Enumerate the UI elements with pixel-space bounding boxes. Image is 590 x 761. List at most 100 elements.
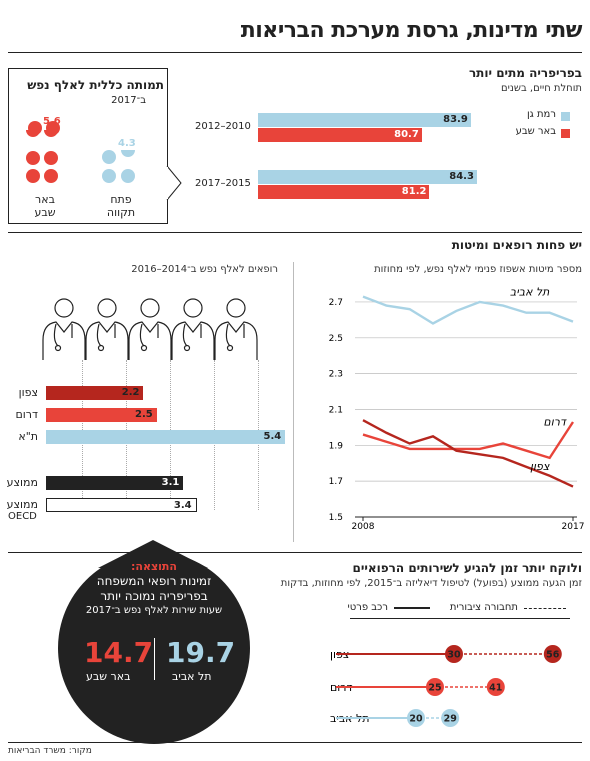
beds-chart-label: מספר מיטות אשפוז פנימי לאלף נפש, לפי מחו…	[374, 264, 582, 275]
transit-time-marker	[486, 678, 505, 696]
doctor-head	[54, 298, 74, 318]
section2-title: יש פחות רופאים ומיטות	[451, 238, 582, 252]
life-expectancy-value: 83.9	[443, 114, 468, 125]
doctors-value: 2.5	[135, 409, 153, 420]
transit-time-marker	[441, 709, 460, 727]
doctor-icon	[214, 298, 258, 360]
x-tick-label: 2017	[562, 522, 585, 532]
mortality-dot	[26, 151, 40, 165]
transit-time-marker	[543, 645, 562, 663]
life-expectancy-chart: 2012–2010 83.9 80.7 2017–2015 84.3 81.2	[0, 0, 590, 220]
bottom-divider	[8, 742, 582, 743]
doctor-body	[42, 321, 86, 360]
doctors-row-label-2: OECD	[8, 511, 37, 522]
doctors-row-label: ת"א	[18, 430, 38, 443]
stethoscope-head	[226, 344, 234, 352]
beer-sheva-label-line1: באר	[35, 193, 55, 206]
stethoscope	[139, 323, 159, 347]
petah-tikva-mortality-dots	[102, 150, 142, 190]
doctor-icon	[85, 298, 129, 360]
section3-title: ולוקח יותר זמן להגיע לשירותים הרפואיים	[352, 561, 583, 575]
stethoscope-head	[97, 344, 105, 352]
doctor-body	[214, 321, 258, 360]
life-expectancy-value: 84.3	[449, 171, 474, 182]
y-tick-label: 2.5	[329, 334, 343, 344]
transit-time-value: 41	[489, 683, 502, 694]
mortality-dot	[26, 169, 40, 183]
beer-sheva-label: באר שבע	[20, 193, 70, 219]
doctor-body	[128, 321, 172, 360]
section1-title: בפריפריה מתים יותר	[468, 66, 582, 80]
doctors-bar: 2.2	[46, 386, 144, 400]
section1-divider	[8, 232, 582, 233]
doctor-head	[97, 298, 117, 318]
mortality-box	[8, 68, 168, 224]
x-tick-label: 2008	[352, 522, 375, 532]
result-line1: זמינות רופאי המשפחה	[96, 574, 212, 588]
doctors-row-label: דרום	[15, 408, 38, 421]
mortality-box-subtitle: ב־2017	[111, 95, 146, 106]
doctors-bar: 3.1	[46, 476, 184, 490]
legend-transit-line	[524, 608, 566, 609]
transit-time-value: 56	[546, 650, 560, 661]
car-time-marker	[445, 645, 463, 663]
doctors-bar: 3.4	[46, 498, 197, 512]
legend-car-line	[394, 607, 430, 609]
section1-subtitle: תוחלת חיים, בשנים	[500, 83, 582, 94]
legend-label-beer-sheva: באר שבע	[515, 126, 556, 137]
car-time-value: 30	[447, 650, 461, 661]
mortality-dot	[44, 169, 58, 183]
section3-subtitle: זמן הגעה ממוצע (בפועל) לטיפול דיאליזה ב־…	[280, 578, 582, 589]
doctor-head	[140, 298, 160, 318]
petah-tikva-label-line1: פתח	[110, 193, 132, 206]
y-tick-label: 2.1	[329, 405, 343, 415]
doctors-value: 5.4	[263, 431, 282, 442]
doctor-body	[171, 321, 215, 360]
result-line3: שעות שירות לאלף נפש ב־2017	[85, 605, 223, 616]
doctor-icon	[128, 298, 172, 360]
result-line2: בפריפריה נמוכה יותר	[100, 589, 208, 603]
legend-transit-label: תחבורה ציבורית	[449, 602, 518, 613]
section2-vertical-divider	[293, 262, 294, 542]
legend-swatch-ramat-gan	[561, 112, 570, 121]
period-label: 2017–2015	[195, 178, 251, 189]
mortality-dot	[121, 169, 135, 183]
doctor-icon	[42, 298, 86, 360]
page-title: שתי מדינות, גרסת מערכת הבריאות	[240, 18, 583, 43]
doctors-row-label: ממוצע	[6, 498, 38, 511]
mortality-dot	[46, 121, 60, 135]
stethoscope	[53, 323, 73, 347]
period-label: 2012–2010	[195, 121, 251, 132]
doctors-illustration	[42, 298, 258, 360]
doctors-bar: 2.5	[46, 408, 157, 422]
result-label-beer-sheva: באר שבע	[86, 670, 131, 683]
life-expectancy-bar: 84.3	[258, 170, 477, 184]
y-tick-label: 2.7	[329, 298, 343, 308]
mortality-dot	[102, 150, 116, 164]
mortality-dot	[121, 150, 135, 157]
beds-series-label: תל אביב	[510, 286, 550, 299]
petah-tikva-label-line2: תקווה	[106, 206, 136, 219]
beds-series-label: צפון	[530, 460, 550, 473]
y-tick-label: 1.7	[329, 477, 343, 487]
section2-divider	[8, 552, 582, 553]
doctors-row-label: ממוצע	[6, 476, 38, 489]
legend-car-label: רכב פרטי	[347, 602, 388, 613]
y-tick-label: 1.5	[329, 513, 343, 523]
beer-sheva-label-line2: שבע	[34, 206, 56, 219]
petah-tikva-mortality-value: 4.3	[118, 138, 136, 149]
stethoscope-head	[183, 344, 191, 352]
beer-sheva-mortality-dots	[26, 130, 76, 190]
beds-series-line	[362, 421, 575, 460]
stethoscope	[225, 323, 245, 347]
car-time-value: 25	[428, 683, 441, 694]
result-divider	[154, 638, 155, 680]
doctors-value: 3.1	[161, 477, 180, 488]
doctors-value: 2.2	[121, 387, 140, 398]
y-tick-label: 2.3	[329, 370, 343, 380]
mortality-dot	[28, 121, 42, 135]
result-value-tel-aviv: 19.7	[166, 636, 236, 669]
result-head: התוצאה:	[131, 560, 177, 573]
life-expectancy-bar: 81.2	[258, 185, 430, 199]
doctors-row-label: צפון	[18, 386, 38, 399]
